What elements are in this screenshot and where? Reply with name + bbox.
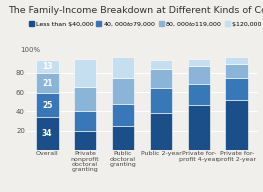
Bar xyxy=(188,84,210,105)
Bar xyxy=(112,78,134,104)
Bar xyxy=(112,104,134,126)
Bar xyxy=(225,57,248,64)
Text: 21: 21 xyxy=(42,79,52,88)
Bar xyxy=(74,87,97,111)
Text: 34: 34 xyxy=(42,129,52,138)
Bar xyxy=(225,78,248,100)
Bar xyxy=(74,111,97,131)
Legend: Less than $40,000, $40,000 to $79,000, $80,000 to $119,000, $120,000 or more: Less than $40,000, $40,000 to $79,000, $… xyxy=(29,20,263,28)
Bar xyxy=(74,131,97,150)
Bar xyxy=(225,100,248,150)
Bar xyxy=(36,117,59,150)
Bar xyxy=(150,88,172,113)
Bar xyxy=(112,126,134,150)
Bar xyxy=(112,57,134,78)
Bar xyxy=(225,64,248,78)
Bar xyxy=(36,73,59,93)
Text: 100%: 100% xyxy=(21,47,41,53)
Bar xyxy=(150,113,172,150)
Text: 25: 25 xyxy=(42,101,52,110)
Text: The Family-Income Breakdown at Different Kinds of Colleges: The Family-Income Breakdown at Different… xyxy=(8,6,263,15)
Bar xyxy=(188,66,210,84)
Bar xyxy=(188,105,210,150)
Text: 13: 13 xyxy=(42,62,52,71)
Bar xyxy=(36,60,59,73)
Bar xyxy=(188,59,210,66)
Bar xyxy=(74,59,97,87)
Bar xyxy=(150,69,172,88)
Bar xyxy=(150,60,172,69)
Bar xyxy=(36,93,59,117)
